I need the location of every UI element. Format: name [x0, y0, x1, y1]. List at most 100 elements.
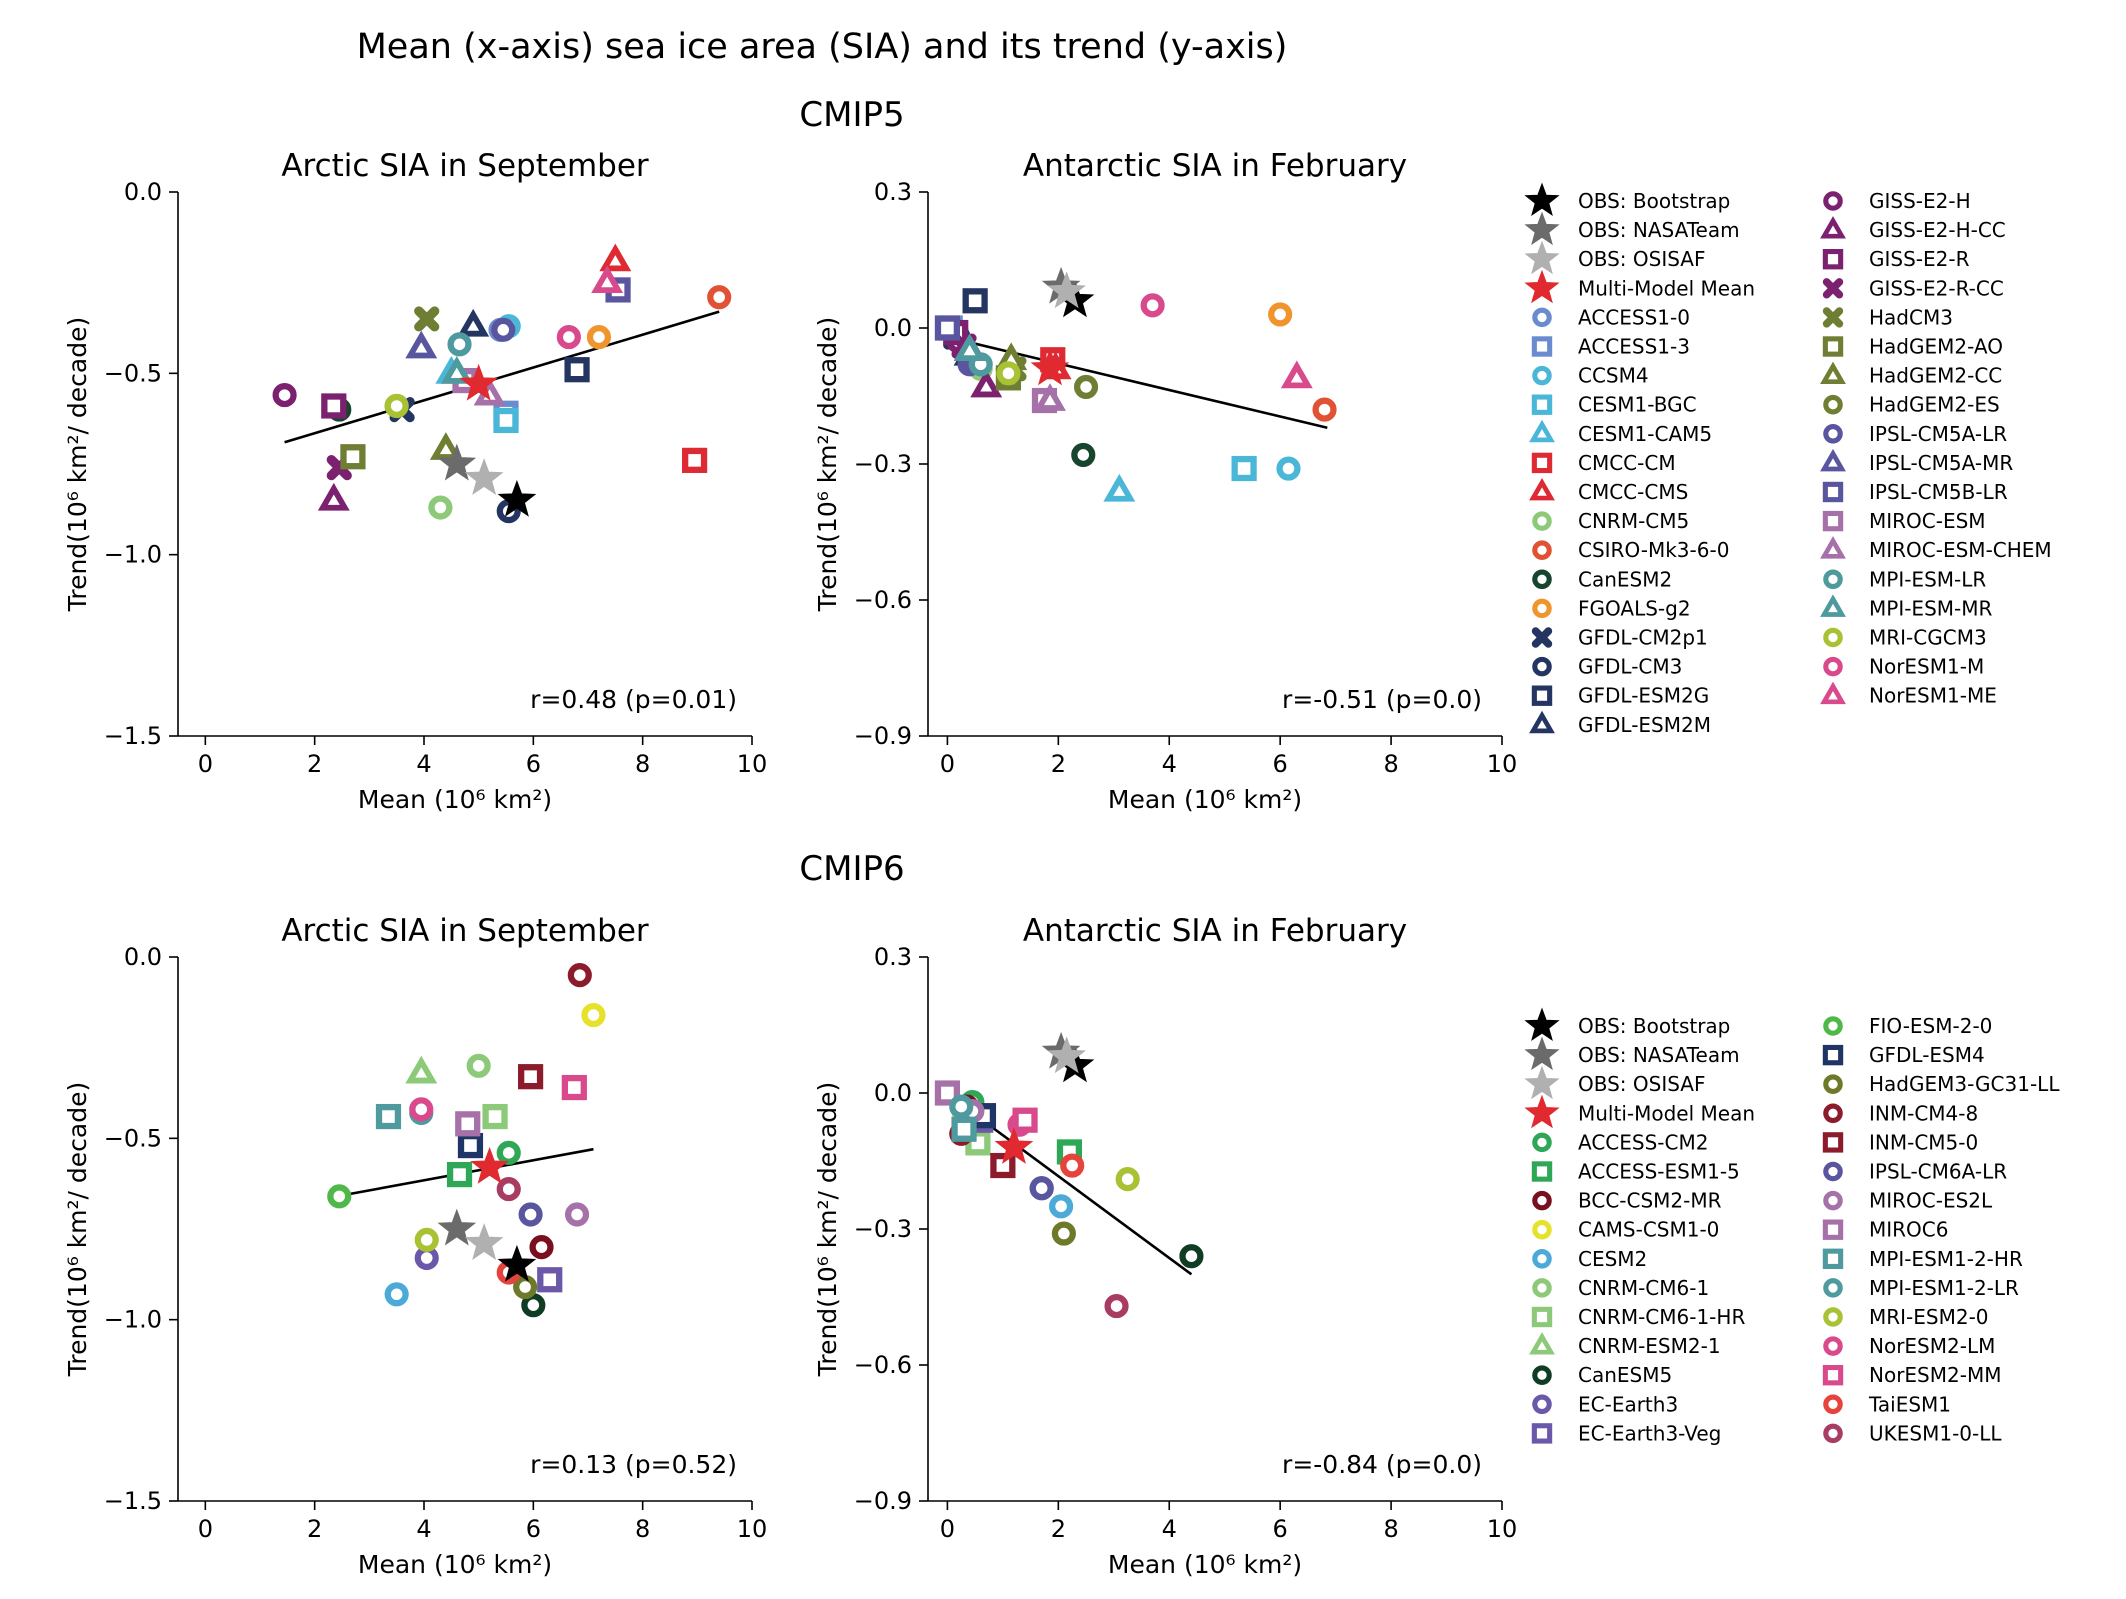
- point-hadgem2-ao: [340, 444, 366, 470]
- y-tick-label: −1.5: [104, 722, 162, 750]
- point-cnrm-esm2-1: [405, 1055, 438, 1084]
- y-tick: −0.5: [104, 1124, 178, 1152]
- x-tick-label: 4: [416, 1515, 431, 1543]
- x-tick: 0: [198, 736, 213, 778]
- legend-marker-obs-nasateam: [1524, 1036, 1560, 1071]
- x-tick: 4: [416, 1501, 432, 1543]
- panel-cmip5-antarctic-sia-in-february: Antarctic SIA in February 0 2 4 6 8 10 0.3 0.0 −0…: [813, 148, 1517, 814]
- legend-label: IPSL-CM5A-MR: [1869, 451, 2013, 475]
- x-tick: 2: [1051, 736, 1066, 778]
- legend-marker-giss-e2-h-cc: [1820, 216, 1846, 239]
- legend-label: OBS: Bootstrap: [1578, 1014, 1730, 1038]
- point-obs-osisaf: [1047, 271, 1086, 309]
- point-noresm2-mm: [561, 1074, 587, 1101]
- legend-marker-cesm2: [1532, 1249, 1552, 1269]
- legends: OBS: Bootstrap OBS: NASATeam OBS: OSISAF Mu…: [1524, 182, 2060, 1445]
- legend-marker-cnrm-cm5: [1532, 511, 1552, 531]
- legend-label: MPI-ESM1-2-HR: [1869, 1247, 2023, 1271]
- x-tick-label: 2: [307, 750, 322, 778]
- x-tick-label: 2: [307, 1515, 322, 1543]
- panel-cmip6-arctic-sia-in-september: Arctic SIA in September 0 2 4 6 8 10 0.0 −0.5 −1.…: [63, 913, 767, 1579]
- point-cnrm-cm5: [428, 495, 453, 520]
- legend-item: HadCM3: [1822, 305, 1953, 329]
- legend-marker-hadcm3: [1822, 307, 1844, 328]
- legend-marker-noresm1-me: [1820, 681, 1846, 705]
- point-cnrm-cm6-1-hr: [482, 1103, 508, 1130]
- point-ipsl-cm5a-mr: [405, 330, 438, 359]
- legend-label: NorESM1-ME: [1869, 684, 1997, 708]
- y-axis-title: Trend(10⁶ km²/ decade): [63, 1082, 92, 1378]
- legend-marker-hadgem2-ao: [1822, 336, 1844, 357]
- y-tick: −0.3: [854, 1215, 928, 1243]
- legend-label: INM-CM5-0: [1869, 1130, 1978, 1154]
- legend-item: IPSL-CM5A-MR: [1820, 448, 2013, 475]
- legend-item: OBS: OSISAF: [1524, 1065, 1706, 1100]
- legend-marker-cams-csm1-0: [1532, 1219, 1552, 1240]
- legend-marker-inm-cm4-8: [1823, 1103, 1843, 1124]
- legend-cmip6: OBS: Bootstrap OBS: NASATeam OBS: OSISAF Mu…: [1524, 1007, 2060, 1445]
- point-inm-cm4-8: [567, 963, 592, 988]
- point-hadcm3: [414, 306, 440, 332]
- x-tick-label: 0: [940, 750, 955, 778]
- legend-item: CESM2: [1532, 1247, 1647, 1271]
- point-giss-e2-h-cc: [970, 369, 1003, 398]
- x-tick: 6: [1273, 1501, 1288, 1543]
- y-tick-label: −0.5: [104, 359, 162, 387]
- legend-marker-cnrm-cm6-1-hr: [1531, 1306, 1553, 1328]
- x-axis-title: Mean (10⁶ km²): [358, 1550, 552, 1579]
- point-csiro-mk3-6-0: [707, 285, 732, 310]
- point-multi-model-mean: [470, 1147, 509, 1184]
- point-gfdl-esm2m: [457, 308, 490, 337]
- x-tick: 6: [526, 736, 541, 778]
- legend-marker-ipsl-cm5a-lr: [1823, 424, 1843, 444]
- legend-label: UKESM1-0-LL: [1869, 1421, 2002, 1445]
- point-inm-cm5-0: [990, 1152, 1016, 1179]
- point-mpi-esm1-2-hr: [951, 1116, 977, 1142]
- x-tick: 6: [1273, 736, 1288, 778]
- point-mri-cgcm3: [384, 393, 409, 419]
- legend-item: CSIRO-Mk3-6-0: [1532, 538, 1729, 562]
- legend-marker-multi-model-mean: [1524, 1094, 1560, 1129]
- x-tick-label: 0: [940, 1515, 955, 1543]
- x-axis-title: Mean (10⁶ km²): [1108, 1550, 1302, 1579]
- legend-item: ACCESS-ESM1-5: [1531, 1160, 1740, 1184]
- legend-marker-ccsm4: [1532, 365, 1552, 386]
- point-ukesm1-0-ll: [496, 1177, 521, 1202]
- legend-marker-mpi-esm1-2-hr: [1822, 1248, 1844, 1270]
- legend-label: GFDL-CM2p1: [1578, 626, 1708, 650]
- x-tick: 4: [1162, 736, 1177, 778]
- y-tick: −1.5: [104, 722, 178, 750]
- legend-item: MPI-ESM1-2-LR: [1823, 1276, 2019, 1300]
- legend-label: MPI-ESM-MR: [1869, 596, 1992, 620]
- legend-label: NorESM2-LM: [1869, 1334, 1995, 1358]
- legend-label: IPSL-CM5A-LR: [1869, 422, 2007, 446]
- legend-label: CNRM-ESM2-1: [1578, 1334, 1721, 1358]
- y-tick-label: 0.0: [874, 1079, 912, 1107]
- x-tick-label: 0: [198, 1515, 213, 1543]
- point-cesm1-bgc: [1231, 455, 1257, 482]
- legend-item: CESM1-BGC: [1531, 393, 1697, 417]
- legend-item: HadGEM2-CC: [1820, 361, 2002, 388]
- y-tick-label: −0.3: [854, 450, 912, 478]
- point-giss-e2-h-cc: [317, 482, 350, 511]
- legend-marker-mpi-esm1-2-lr: [1823, 1278, 1843, 1298]
- legend-marker-mpi-esm-lr: [1823, 569, 1843, 590]
- legend-marker-miroc-esm: [1822, 510, 1844, 532]
- legend-item: MPI-ESM1-2-HR: [1822, 1247, 2023, 1271]
- legend-label: FGOALS-g2: [1578, 596, 1691, 620]
- legend-marker-obs-osisaf: [1524, 240, 1560, 275]
- legend-marker-multi-model-mean: [1524, 269, 1560, 304]
- y-tick: 0.3: [874, 178, 928, 206]
- legend-marker-bcc-csm2-mr: [1532, 1190, 1552, 1211]
- y-tick: −0.9: [854, 722, 928, 750]
- point-ccsm4: [1276, 456, 1301, 481]
- point-mpi-esm-lr: [447, 332, 472, 357]
- legend-label: ACCESS-ESM1-5: [1578, 1160, 1740, 1184]
- point-cesm1-bgc: [493, 407, 519, 434]
- correlation-stat: r=0.13 (p=0.52): [530, 1450, 737, 1479]
- legend-item: NorESM2-LM: [1823, 1334, 1995, 1358]
- legend-item: Multi-Model Mean: [1524, 269, 1755, 304]
- legend-marker-cesm1-cam5: [1529, 419, 1555, 443]
- legend-marker-obs-nasateam: [1524, 211, 1560, 246]
